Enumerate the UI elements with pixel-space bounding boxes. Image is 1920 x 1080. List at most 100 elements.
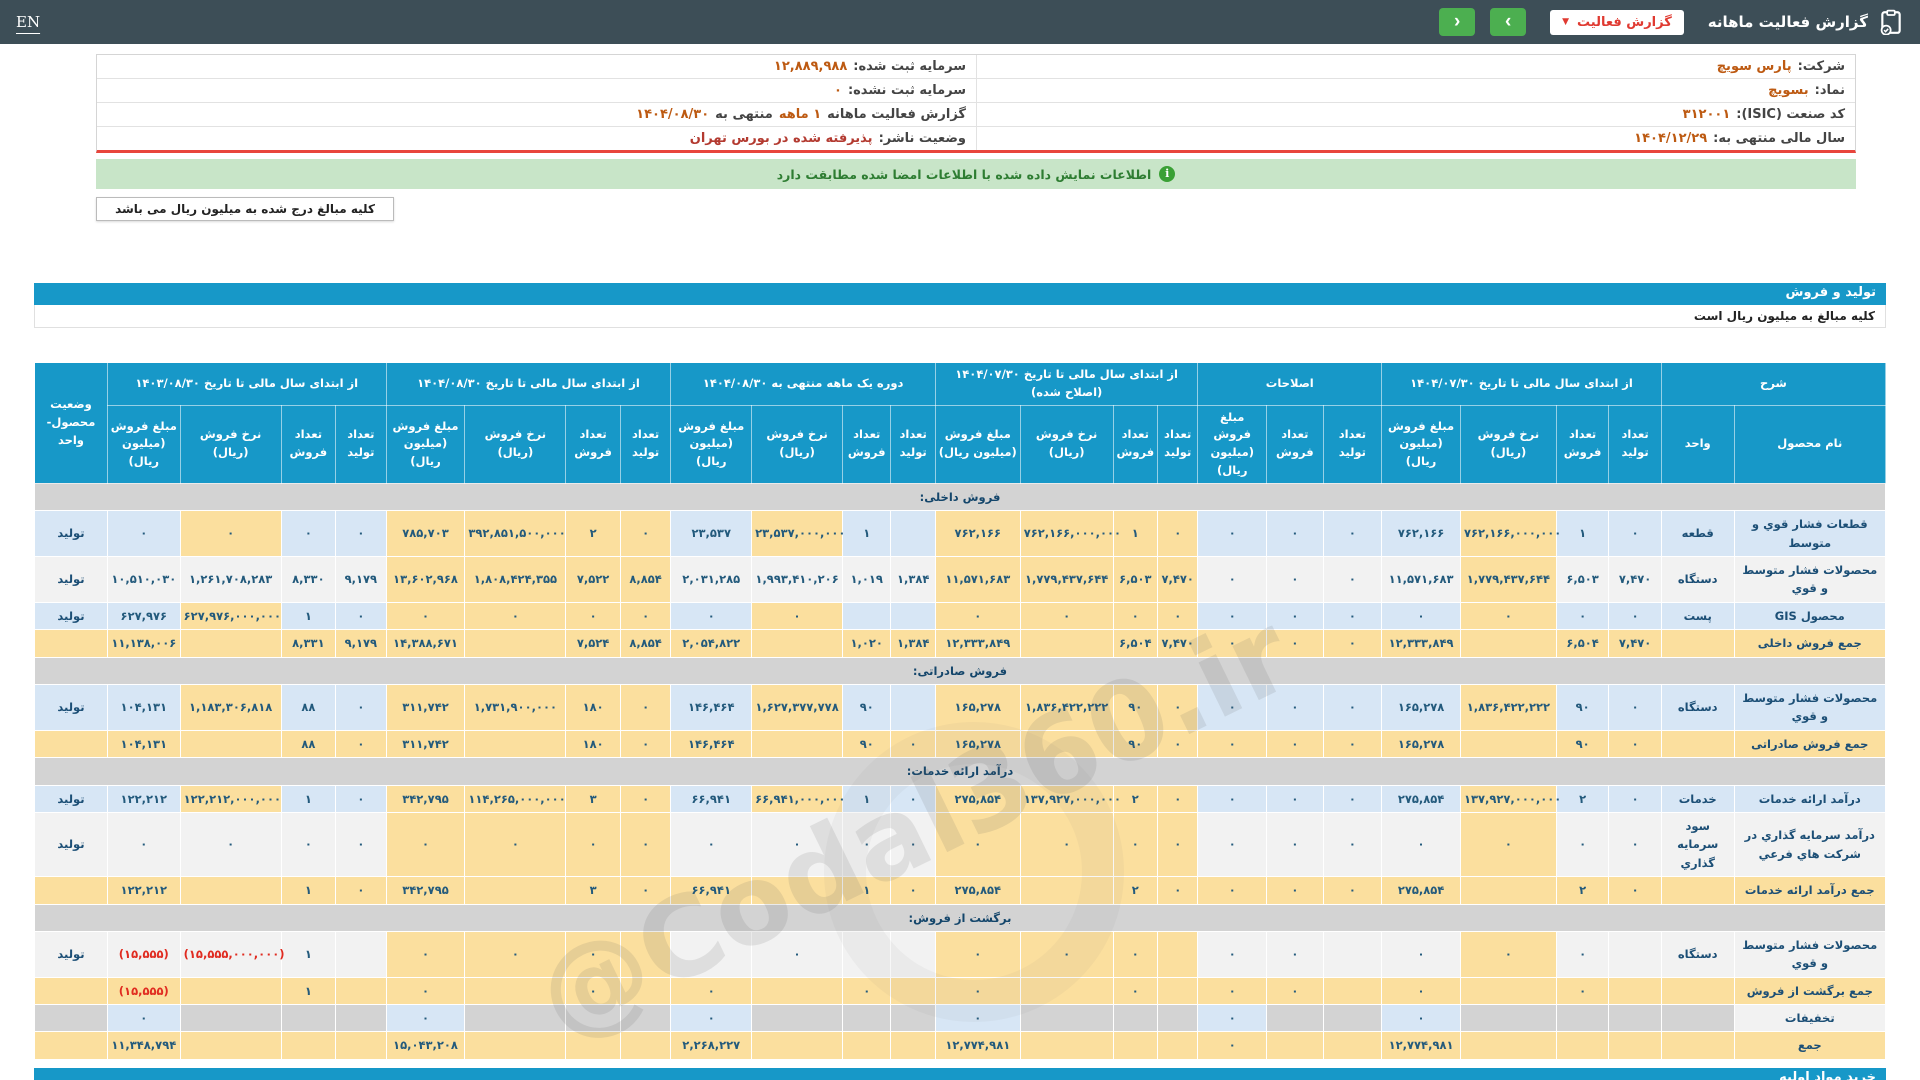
value-cell: ۷,۴۷۰ bbox=[1157, 556, 1199, 603]
company-info-cell: سرمایه ثبت نشده: ۰ bbox=[97, 79, 976, 102]
product-status-cell: تولید bbox=[34, 784, 108, 813]
value-cell bbox=[1019, 876, 1114, 905]
value-cell: ۰ bbox=[890, 729, 936, 759]
value-cell bbox=[1608, 930, 1662, 978]
info-field-value: ۳۱۲۰۰۱ bbox=[1682, 107, 1731, 122]
value-cell: ۰ bbox=[1266, 811, 1324, 878]
value-cell: ۰ bbox=[385, 811, 466, 878]
info-field-value: پارس سویچ bbox=[1716, 59, 1792, 74]
company-info-row: نماد: بسویچ سرمایه ثبت نشده: ۰ bbox=[97, 79, 1855, 103]
value-cell: ۱۳۷,۹۲۷,۰۰۰,۰۰۰ bbox=[1459, 784, 1561, 813]
value-cell: ۰ bbox=[1112, 811, 1159, 878]
info-field-value: پذیرفته شده در بورس تهران bbox=[689, 131, 873, 146]
value-cell: ۰ bbox=[335, 510, 387, 558]
value-cell: ۰ bbox=[1157, 510, 1199, 558]
value-cell: ۰ bbox=[335, 684, 387, 731]
value-cell: ۰ bbox=[934, 1004, 1021, 1033]
value-cell: ۰ bbox=[385, 1004, 466, 1033]
value-cell: ۱۱,۱۳۸,۰۰۶ bbox=[106, 629, 181, 658]
value-cell: ۱۲۲,۲۱۲ bbox=[106, 876, 181, 905]
row-name-cell: قطعات فشار قوي و متوسط bbox=[1733, 510, 1887, 558]
english-language-link[interactable]: EN bbox=[16, 13, 41, 31]
table-row: درآمد سرمایه گذاري در شرکت هاي فرعي سود س… bbox=[34, 811, 1887, 878]
value-cell bbox=[1459, 1004, 1557, 1033]
value-cell: ۱۶۵,۲۷۸ bbox=[1381, 729, 1461, 759]
value-cell: ۱۵,۰۴۳,۲۰۸ bbox=[385, 1031, 466, 1060]
value-cell: ۰ bbox=[565, 601, 621, 631]
value-cell: ۲۳,۵۳۷ bbox=[670, 510, 753, 558]
table-row: محصولات فشار متوسط و قوي دستگاه ۰ ۰ ۰ ۰ ۰ ۰ ۰ ۰ ۰ ۰… bbox=[34, 930, 1887, 978]
value-cell: ۱۰۴,۱۳۱ bbox=[106, 684, 181, 731]
t1-body: فروش داخلی: قطعات فشار قوي و متوسط قطعه ۰ ۱ ۷… bbox=[34, 482, 1887, 1060]
value-cell: ۰ bbox=[1608, 729, 1662, 759]
value-cell: ۹۰ bbox=[1112, 729, 1159, 759]
value-cell bbox=[890, 684, 936, 731]
value-cell bbox=[751, 1004, 843, 1033]
row-name-cell: محصولات فشار متوسط و قوي bbox=[1733, 684, 1887, 731]
value-cell: ۰ bbox=[1157, 684, 1199, 731]
value-cell: ۰ bbox=[106, 510, 181, 558]
company-info-table: شرکت: پارس سویچ سرمایه ثبت شده: ۱۲,۸۸۹,۹۸۸ ن… bbox=[96, 54, 1856, 153]
value-cell: ۰ bbox=[751, 930, 843, 978]
value-cell: ۱۶۵,۲۷۸ bbox=[1381, 684, 1461, 731]
value-cell: ۰ bbox=[1459, 601, 1557, 631]
column-header: مبلغ فروش (میلیون ریال) bbox=[934, 404, 1021, 484]
previous-report-button[interactable]: ‹ bbox=[1439, 8, 1476, 36]
value-cell: ۰ bbox=[1322, 684, 1383, 731]
section-row: برگشت از فروش: bbox=[34, 903, 1886, 932]
value-cell bbox=[1608, 976, 1662, 1006]
value-cell: ۰ bbox=[1266, 729, 1324, 759]
value-cell: ۰ bbox=[1157, 729, 1199, 759]
column-group-header: از ابتدای سال مالی تا تاریخ ۱۴۰۴/۰۸/۳۰ bbox=[385, 362, 672, 406]
value-cell: ۳ bbox=[565, 876, 621, 905]
product-status-cell: تولید bbox=[34, 601, 108, 631]
value-cell: ۱۱۴,۲۶۵,۰۰۰,۰۰۰ bbox=[464, 784, 567, 813]
value-cell bbox=[464, 729, 567, 759]
value-cell: ۹,۱۷۹ bbox=[335, 629, 387, 658]
info-segment: ۱ ماهه bbox=[778, 107, 822, 122]
value-cell: ۸,۸۵۴ bbox=[619, 629, 672, 658]
value-cell: ۷۶۲,۱۶۶,۰۰۰,۰۰۰ bbox=[1019, 510, 1121, 558]
value-cell bbox=[751, 876, 843, 905]
value-cell bbox=[841, 930, 892, 978]
value-cell: ۱۰,۵۱۰,۰۳۰ bbox=[106, 556, 181, 603]
next-report-button[interactable]: › bbox=[1490, 8, 1527, 36]
info-segment: گزارش فعالیت ماهانه bbox=[827, 107, 966, 122]
column-header: نام محصول bbox=[1733, 404, 1887, 484]
value-cell: ۸۸ bbox=[280, 729, 337, 759]
value-cell: ۰ bbox=[1266, 784, 1324, 813]
info-field-value: بسویچ bbox=[1768, 83, 1809, 98]
report-type-dropdown[interactable]: گزارش فعالیت ▼ bbox=[1550, 9, 1684, 35]
value-cell bbox=[1019, 1004, 1114, 1033]
value-cell: ۲ bbox=[1555, 876, 1610, 905]
value-cell bbox=[1019, 976, 1114, 1006]
value-cell bbox=[890, 1031, 936, 1060]
value-cell: ۹۰ bbox=[1112, 684, 1159, 731]
value-cell: ۷,۵۲۲ bbox=[565, 556, 621, 603]
value-cell: ۱۱,۳۴۸,۷۹۴ bbox=[106, 1031, 181, 1060]
value-cell: ۰ bbox=[335, 784, 387, 813]
value-cell: ۰ bbox=[934, 976, 1021, 1006]
table-row: قطعات فشار قوي و متوسط قطعه ۰ ۱ ۷۶۲,۱۶۶,۰۰۰,… bbox=[34, 510, 1887, 558]
company-info-row: شرکت: پارس سویچ سرمایه ثبت شده: ۱۲,۸۸۹,۹۸۸ bbox=[97, 55, 1855, 79]
value-cell: ۲۷۵,۸۵۴ bbox=[934, 876, 1021, 905]
row-unit-cell: دستگاه bbox=[1660, 684, 1735, 731]
row-name-cell: جمع bbox=[1733, 1031, 1887, 1060]
value-cell: ۲ bbox=[1112, 876, 1159, 905]
value-cell: ۰ bbox=[1197, 629, 1268, 658]
production-sales-table: شرح از ابتدای سال مالی تا تاریخ ۱۴۰۴/۰۷/۳… bbox=[34, 362, 1887, 1060]
value-cell: ۰ bbox=[1112, 601, 1159, 631]
value-cell bbox=[841, 1004, 892, 1033]
column-header: مبلغ فروش (میلیون ریال) bbox=[1381, 404, 1461, 484]
value-cell bbox=[1608, 1004, 1662, 1033]
value-cell bbox=[1459, 876, 1557, 905]
table-row: جمع درآمد ارائه خدمات ۰ ۲ ۲۷۵,۸۵۴ ۰ ۰ ۰ ۰ ۲ ۲۷۵,۸… bbox=[34, 876, 1887, 905]
value-cell bbox=[335, 1031, 387, 1060]
info-field-label: وضعیت ناشر: bbox=[878, 131, 966, 146]
value-cell: ۶۶,۹۴۱ bbox=[670, 876, 753, 905]
value-cell bbox=[1157, 976, 1199, 1006]
value-cell: ۰ bbox=[751, 811, 843, 878]
row-unit-cell: دستگاه bbox=[1660, 556, 1735, 603]
value-cell: ۰ bbox=[1459, 930, 1557, 978]
